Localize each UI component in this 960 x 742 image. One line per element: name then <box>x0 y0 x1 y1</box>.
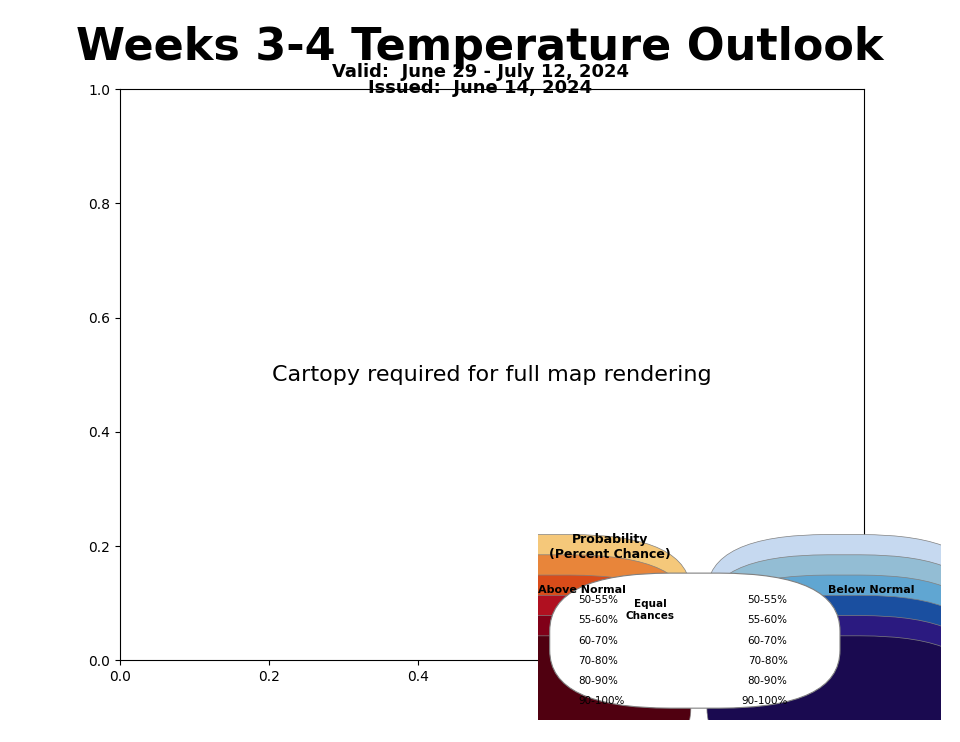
Text: Below Normal: Below Normal <box>828 585 915 594</box>
Text: 60-70%: 60-70% <box>748 636 787 646</box>
Text: Issued:  June 14, 2024: Issued: June 14, 2024 <box>368 79 592 97</box>
FancyBboxPatch shape <box>417 534 691 666</box>
Text: Above Normal: Above Normal <box>538 585 626 594</box>
FancyBboxPatch shape <box>707 636 960 742</box>
FancyBboxPatch shape <box>707 555 960 686</box>
FancyBboxPatch shape <box>707 575 960 706</box>
Text: 70-80%: 70-80% <box>748 656 787 666</box>
Text: 70-80%: 70-80% <box>578 656 618 666</box>
Text: 60-70%: 60-70% <box>578 636 618 646</box>
FancyBboxPatch shape <box>550 573 840 708</box>
Text: Equal
Chances: Equal Chances <box>626 600 675 621</box>
FancyBboxPatch shape <box>417 595 691 726</box>
Text: Cartopy required for full map rendering: Cartopy required for full map rendering <box>273 365 711 384</box>
FancyBboxPatch shape <box>417 575 691 706</box>
Text: Weeks 3-4 Temperature Outlook: Weeks 3-4 Temperature Outlook <box>76 26 884 69</box>
Text: 90-100%: 90-100% <box>578 697 624 706</box>
Text: 55-60%: 55-60% <box>578 615 618 626</box>
Text: 80-90%: 80-90% <box>748 676 787 686</box>
FancyBboxPatch shape <box>417 636 691 742</box>
FancyBboxPatch shape <box>417 616 691 742</box>
Text: 90-100%: 90-100% <box>741 697 787 706</box>
Text: 80-90%: 80-90% <box>578 676 618 686</box>
Text: Probability
(Percent Chance): Probability (Percent Chance) <box>549 533 671 561</box>
FancyBboxPatch shape <box>707 595 960 726</box>
FancyBboxPatch shape <box>707 616 960 742</box>
Text: 50-55%: 50-55% <box>578 595 618 605</box>
Text: 55-60%: 55-60% <box>748 615 787 626</box>
FancyBboxPatch shape <box>707 534 960 666</box>
Text: Valid:  June 29 - July 12, 2024: Valid: June 29 - July 12, 2024 <box>331 63 629 81</box>
Text: 50-55%: 50-55% <box>748 595 787 605</box>
FancyBboxPatch shape <box>417 555 691 686</box>
